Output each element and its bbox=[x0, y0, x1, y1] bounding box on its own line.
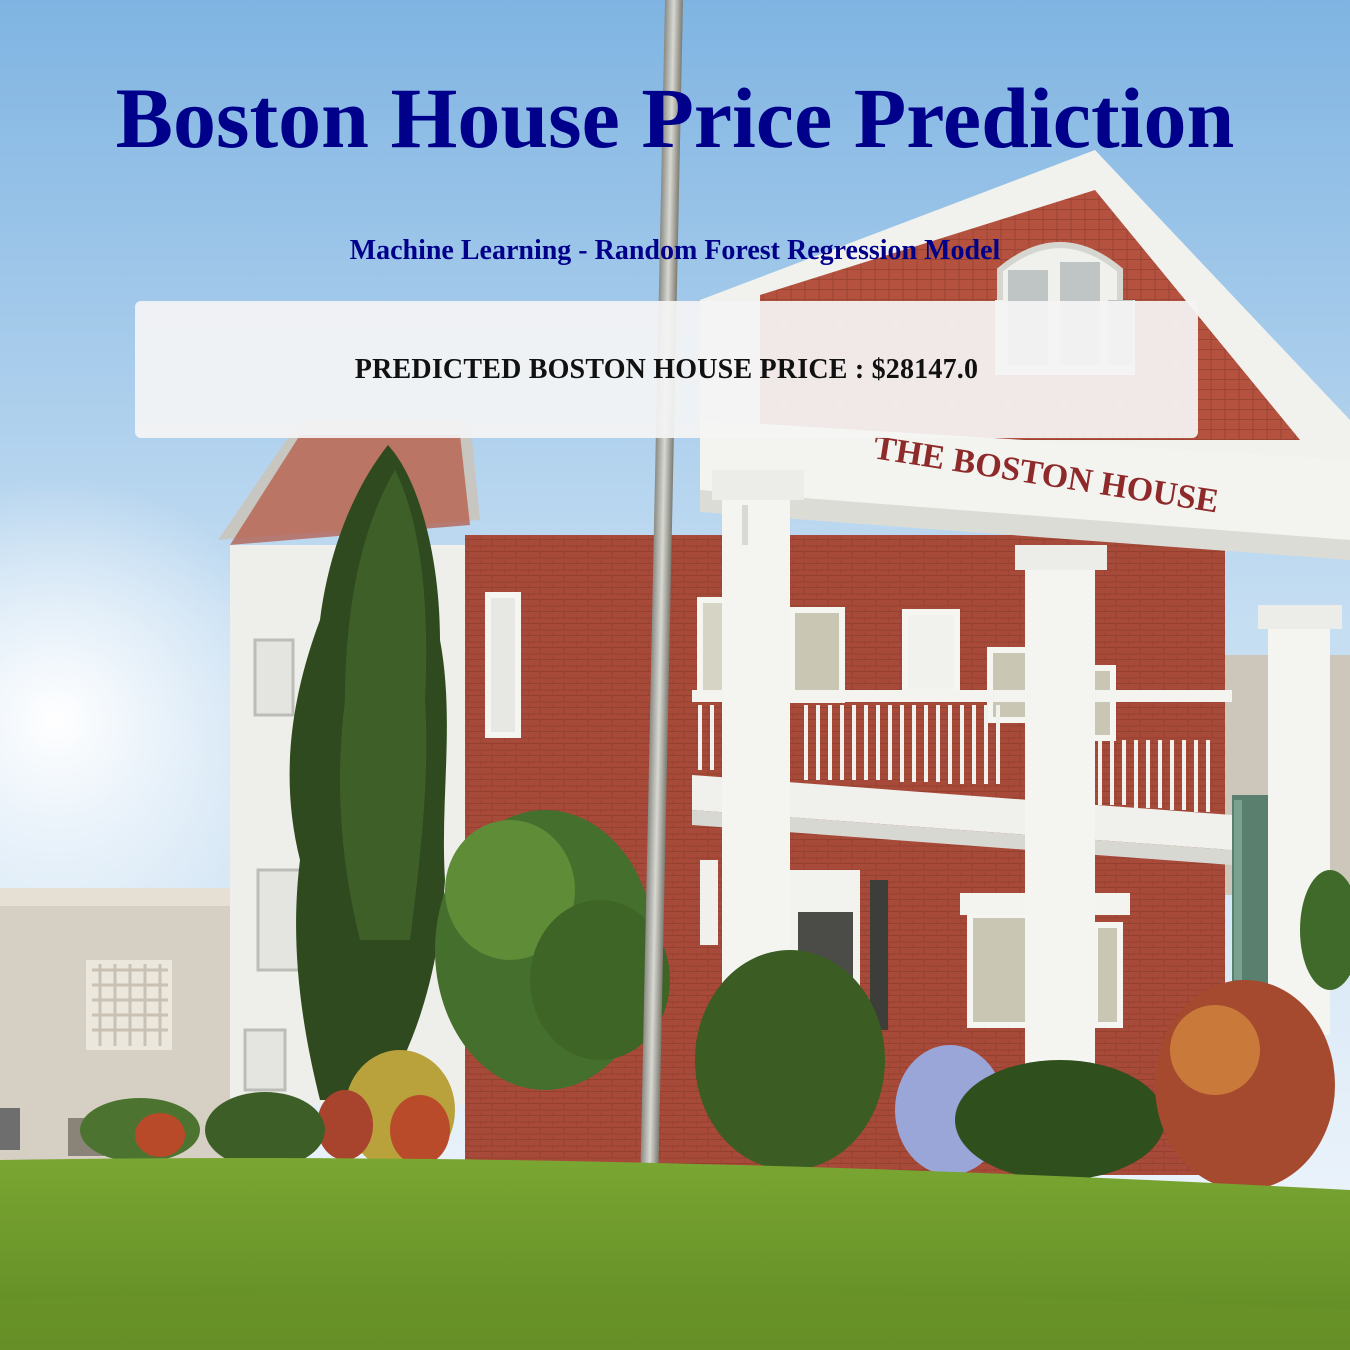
flagpole bbox=[640, 0, 683, 1185]
shrubs bbox=[80, 810, 1350, 1190]
left-building bbox=[0, 888, 238, 1165]
prediction-result-panel: PREDICTED BOSTON HOUSE PRICE : $28147.0 bbox=[135, 301, 1198, 438]
page-title: Boston House Price Prediction bbox=[115, 70, 1235, 166]
page-subtitle: Machine Learning - Random Forest Regress… bbox=[349, 235, 1001, 266]
prediction-result-text: PREDICTED BOSTON HOUSE PRICE : $28147.0 bbox=[354, 353, 979, 385]
cypress-tree bbox=[289, 445, 447, 1100]
